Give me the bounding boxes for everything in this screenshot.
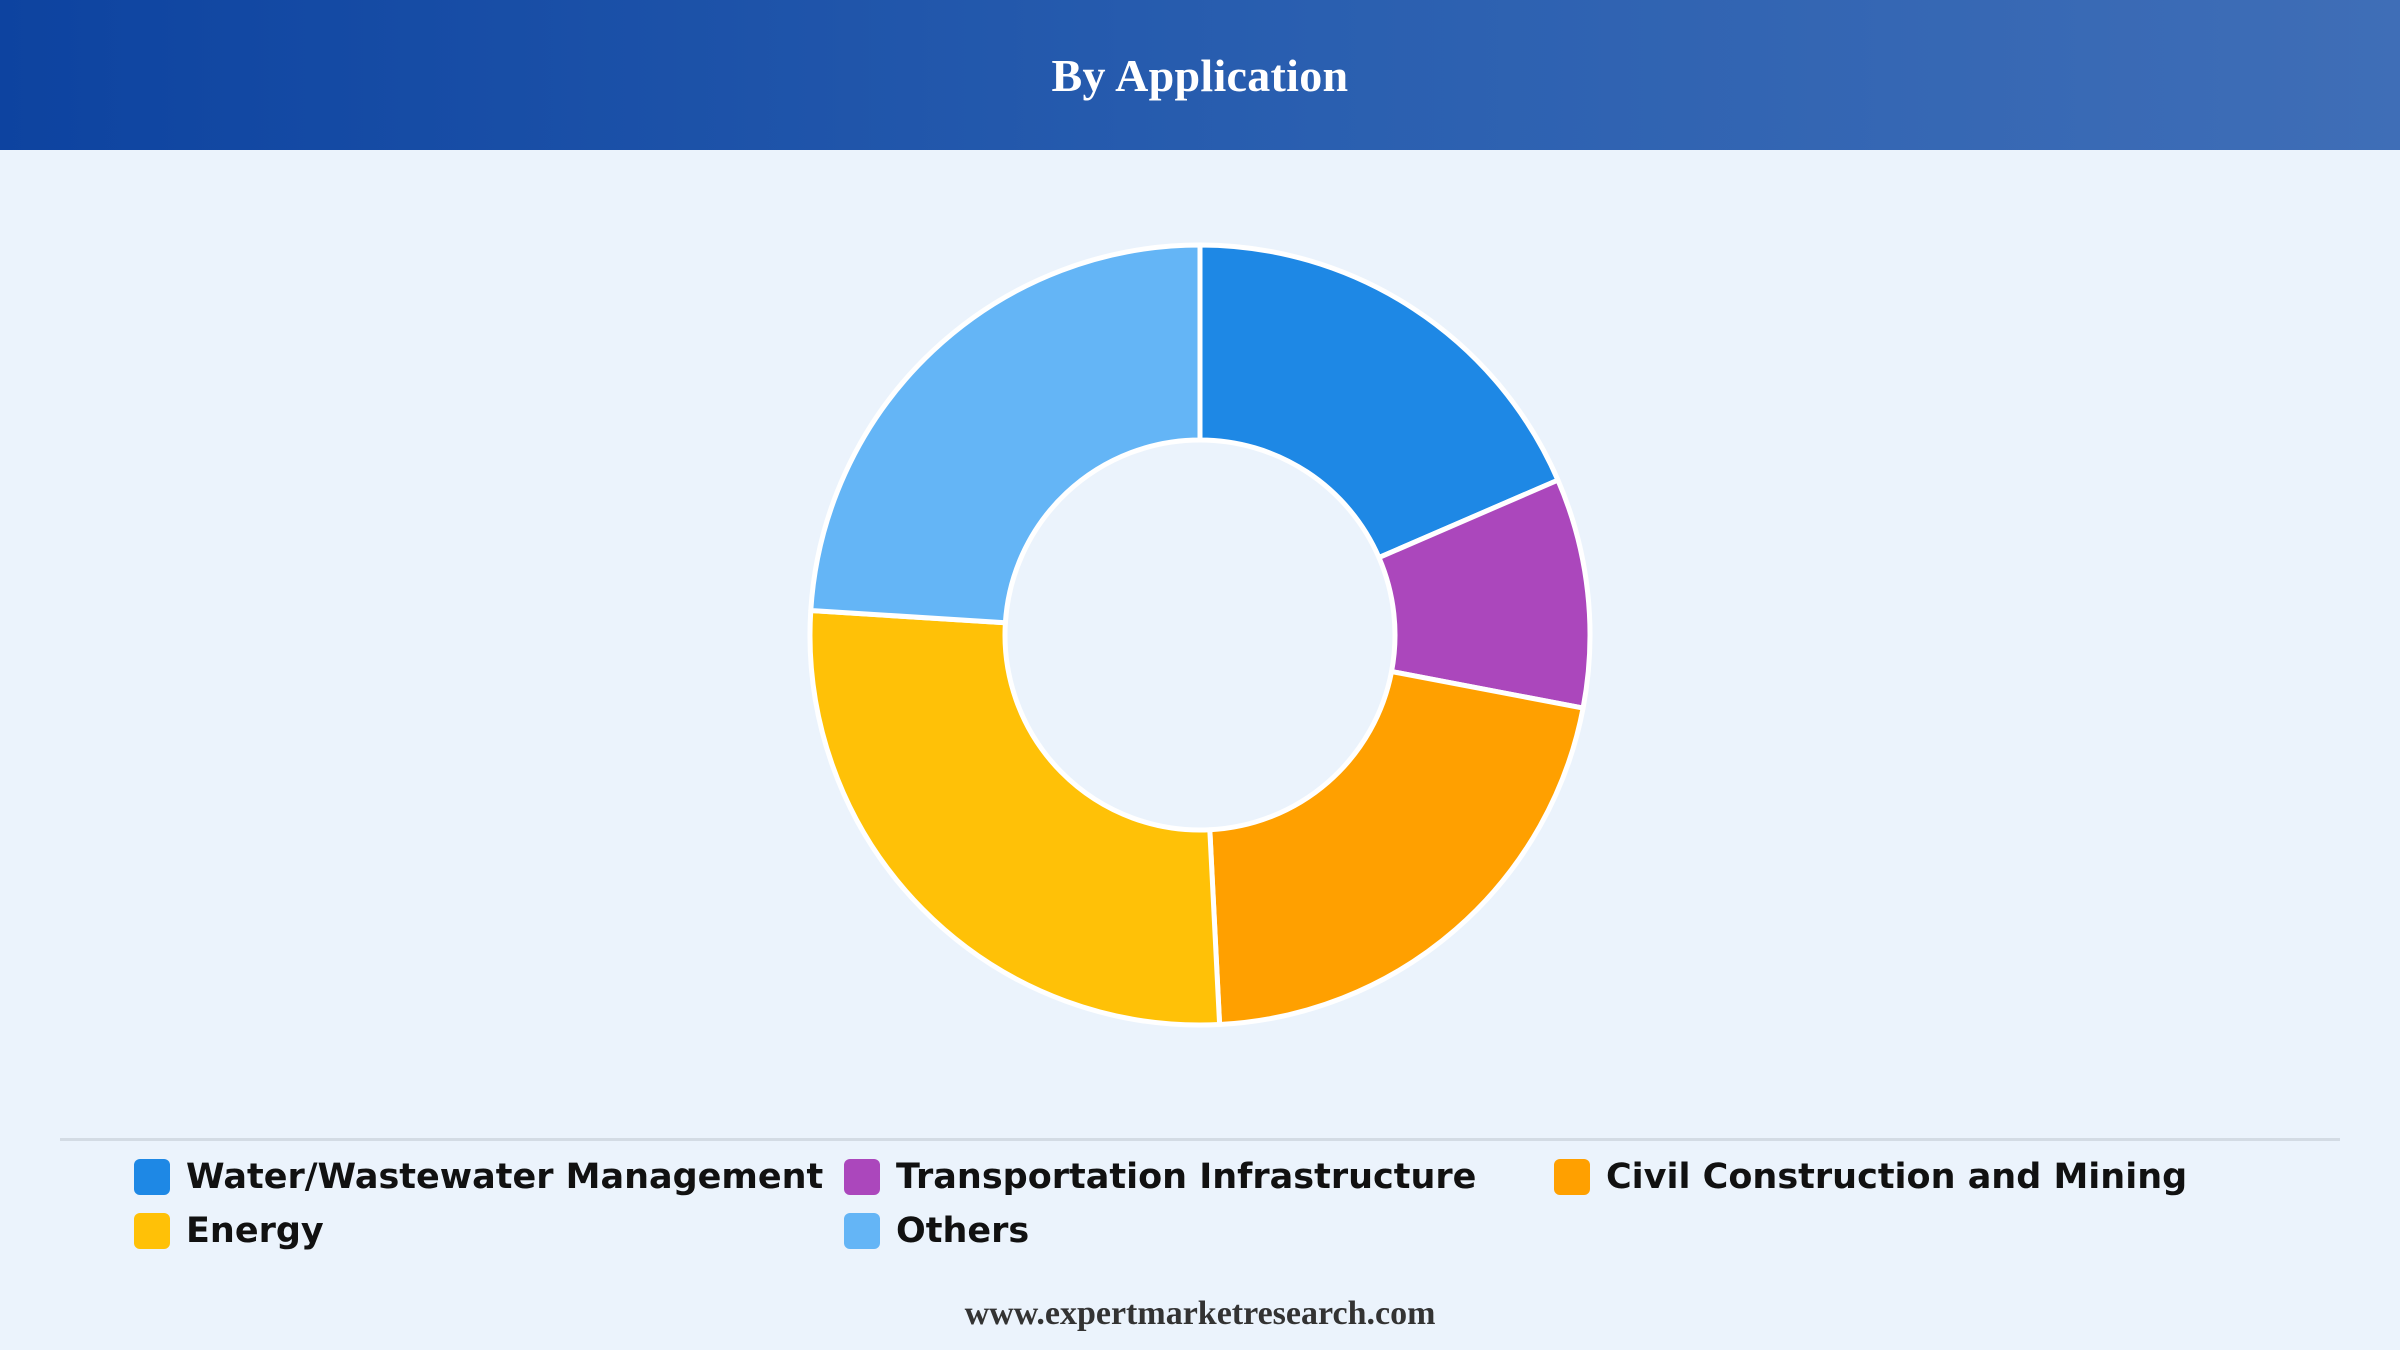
- legend-swatch: [134, 1159, 170, 1195]
- legend-swatch: [844, 1213, 880, 1249]
- donut-slice-water-wastewater-management: [1197, 242, 1561, 561]
- legend-swatch: [844, 1159, 880, 1195]
- donut-chart: [807, 242, 1593, 1028]
- legend-item-water-wastewater: Water/Wastewater Management: [134, 1152, 823, 1202]
- legend-swatch: [1554, 1159, 1590, 1195]
- donut-slice-others: [808, 242, 1203, 626]
- legend-divider: [60, 1138, 2340, 1141]
- legend-label: Energy: [186, 1211, 324, 1251]
- donut-slice-energy: [807, 608, 1223, 1028]
- legend-item-energy: Energy: [134, 1206, 324, 1256]
- legend-label: Transportation Infrastructure: [896, 1157, 1477, 1197]
- source-url: www.expertmarketresearch.com: [964, 1295, 1436, 1332]
- chart-header: By Application: [0, 0, 2400, 150]
- chart-area: [0, 150, 2400, 1130]
- legend-swatch: [134, 1213, 170, 1249]
- chart-title: By Application: [1051, 49, 1349, 101]
- donut-slice-civil-construction-and-mining: [1207, 669, 1586, 1028]
- legend-item-others: Others: [844, 1206, 1029, 1256]
- legend-label: Civil Construction and Mining: [1606, 1157, 2188, 1197]
- legend: Water/Wastewater Management Transportati…: [134, 1152, 2284, 1272]
- legend-label: Water/Wastewater Management: [186, 1157, 824, 1197]
- legend-label: Others: [896, 1211, 1030, 1251]
- legend-item-civil-construction: Civil Construction and Mining: [1554, 1152, 2187, 1202]
- legend-item-transportation: Transportation Infrastructure: [844, 1152, 1476, 1202]
